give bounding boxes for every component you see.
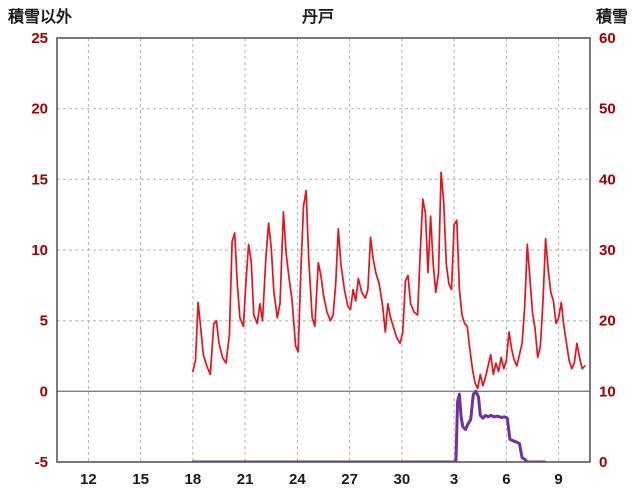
x-tick-label: 9: [554, 471, 562, 488]
x-tick-label: 15: [132, 471, 149, 488]
left-tick-label: 25: [31, 30, 48, 47]
right-axis-title: 積雪: [595, 7, 628, 26]
right-tick-label: 20: [599, 313, 616, 330]
chart-title: 丹戸: [302, 8, 334, 26]
left-tick-label: 10: [31, 242, 48, 259]
x-tick-label: 27: [341, 471, 358, 488]
right-tick-label: 40: [599, 171, 616, 188]
x-tick-label: 30: [394, 471, 411, 488]
right-tick-label: 10: [599, 383, 616, 400]
left-tick-label: 20: [31, 101, 48, 118]
right-tick-label: 50: [599, 101, 616, 118]
x-tick-label: 3: [450, 471, 458, 488]
series-line-snow: [191, 389, 547, 462]
x-tick-label: 24: [289, 471, 306, 488]
right-tick-label: 0: [599, 454, 607, 471]
left-tick-label: 0: [40, 383, 48, 400]
x-tick-label: 21: [237, 471, 254, 488]
x-tick-label: 18: [185, 471, 202, 488]
left-tick-label: 15: [31, 171, 48, 188]
right-tick-label: 60: [599, 30, 616, 47]
x-tick-label: 6: [502, 471, 510, 488]
left-tick-label: -5: [35, 454, 48, 471]
right-tick-label: 30: [599, 242, 616, 259]
left-axis-title: 積雪以外: [7, 7, 72, 26]
left-tick-label: 5: [40, 313, 48, 330]
series-line-non-snow: [192, 171, 586, 390]
plot-border: [56, 37, 591, 463]
x-tick-label: 12: [80, 471, 97, 488]
